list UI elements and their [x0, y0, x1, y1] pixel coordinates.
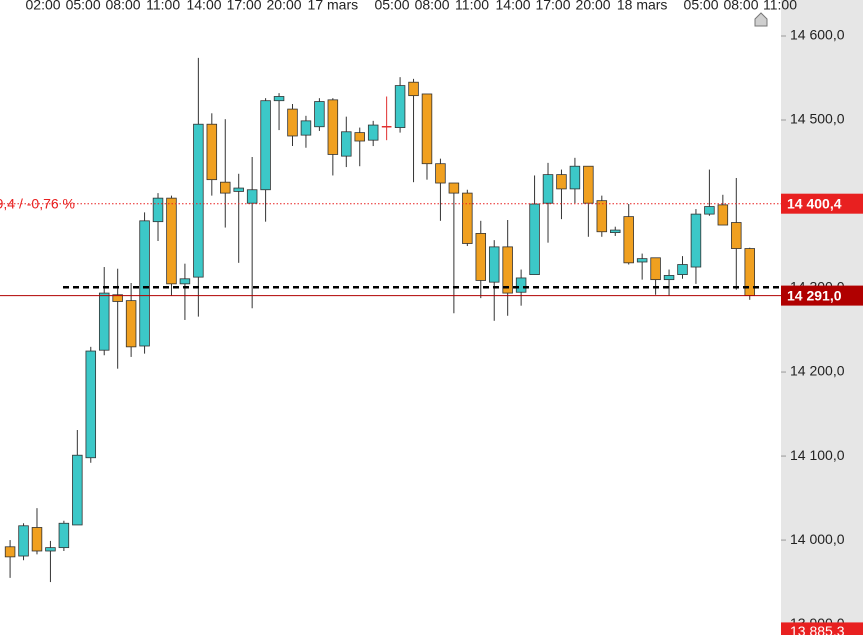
- x-tick-label: 17:00: [535, 0, 570, 13]
- x-tick-label: 14:00: [186, 0, 221, 13]
- x-tick-label: 17 mars: [308, 0, 359, 13]
- candle-body: [139, 220, 150, 347]
- candle-body: [45, 547, 56, 552]
- candle-body: [179, 278, 191, 285]
- candle-body: [636, 258, 648, 263]
- x-tick-label: 08:00: [415, 0, 450, 13]
- x-tick-label: 05:00: [684, 0, 719, 13]
- candle-body: [98, 292, 110, 351]
- x-tick-label: 05:00: [66, 0, 101, 13]
- candle-body: [314, 101, 325, 128]
- candle-body: [663, 275, 675, 281]
- candle-body: [690, 213, 702, 268]
- candle-body: [744, 248, 755, 296]
- candle-body: [125, 300, 137, 348]
- x-tick-label: 20:00: [576, 0, 611, 13]
- x-tick-label: 11:00: [455, 0, 489, 13]
- x-tick-label: 14:00: [496, 0, 531, 13]
- y-tick-label: 14 000,0: [790, 531, 845, 547]
- candle-body: [300, 120, 312, 136]
- candle-body: [488, 246, 500, 283]
- candle-body: [623, 216, 634, 264]
- candle-body: [394, 85, 406, 128]
- candle-body: [408, 81, 419, 97]
- candle-body: [112, 294, 123, 302]
- price-label-box: [781, 285, 863, 306]
- candle-body: [556, 174, 567, 190]
- price-label: 14 400,4: [787, 195, 842, 211]
- low-label-box: [781, 622, 863, 635]
- candle-body: [260, 100, 271, 191]
- candle-body: [435, 163, 446, 184]
- candle-body: [462, 192, 473, 244]
- x-tick-label: 18 mars: [617, 0, 668, 13]
- y-tick-label: 14 500,0: [790, 111, 845, 127]
- x-tick-label: 20:00: [267, 0, 302, 13]
- x-tick-label: 11:00: [763, 0, 797, 13]
- candle-body: [354, 132, 365, 142]
- candle-body: [731, 222, 742, 249]
- candle-body: [233, 187, 244, 192]
- candle-body: [4, 546, 16, 558]
- x-tick-label: 05:00: [374, 0, 409, 13]
- candle-body: [515, 277, 527, 293]
- candle-body: [246, 189, 258, 204]
- candle-body: [166, 197, 177, 285]
- candle-body: [193, 123, 204, 278]
- candle-body: [596, 200, 608, 233]
- x-tick-label: 02:00: [26, 0, 61, 13]
- candle-body: [58, 522, 70, 549]
- candle-body: [717, 204, 729, 226]
- candle-body: [583, 165, 594, 204]
- price-axis-panel: [781, 0, 863, 635]
- candle-body: [85, 350, 97, 459]
- x-tick-label: 17:00: [227, 0, 262, 13]
- candle-body: [542, 174, 554, 204]
- candle-body: [327, 99, 339, 155]
- x-tick-label: 08:00: [723, 0, 758, 13]
- candle-body: [529, 203, 540, 275]
- candle-body: [421, 93, 433, 165]
- candle-body: [220, 181, 231, 194]
- candle-body: [152, 197, 164, 223]
- change-label: 9,4 / -0,76 %: [0, 195, 75, 211]
- low-label: 13 885,3: [790, 623, 845, 635]
- candle-body: [650, 257, 661, 281]
- price-label: 14 291,0: [787, 287, 842, 303]
- candle-body: [31, 527, 43, 552]
- price-label-box: [781, 193, 863, 214]
- y-tick-label: 14 600,0: [790, 27, 845, 43]
- candle-body: [273, 96, 285, 102]
- x-tick-label: 11:00: [146, 0, 180, 13]
- candle-body: [72, 454, 83, 526]
- candle-body: [18, 525, 29, 557]
- candle-body: [341, 131, 352, 157]
- candle-body: [367, 124, 379, 141]
- candle-body: [677, 264, 688, 275]
- candle-body: [287, 108, 298, 137]
- candle-body: [475, 233, 487, 281]
- x-tick-label: 08:00: [106, 0, 141, 13]
- candle-body: [569, 165, 581, 190]
- y-tick-label: 14 100,0: [790, 447, 845, 463]
- candle-body: [206, 123, 218, 181]
- candle-body: [502, 246, 513, 294]
- home-icon[interactable]: [754, 12, 768, 27]
- y-tick-label: 14 200,0: [790, 363, 845, 379]
- candle-body: [704, 206, 715, 215]
- candle-body: [610, 229, 621, 233]
- candle-body: [448, 182, 460, 194]
